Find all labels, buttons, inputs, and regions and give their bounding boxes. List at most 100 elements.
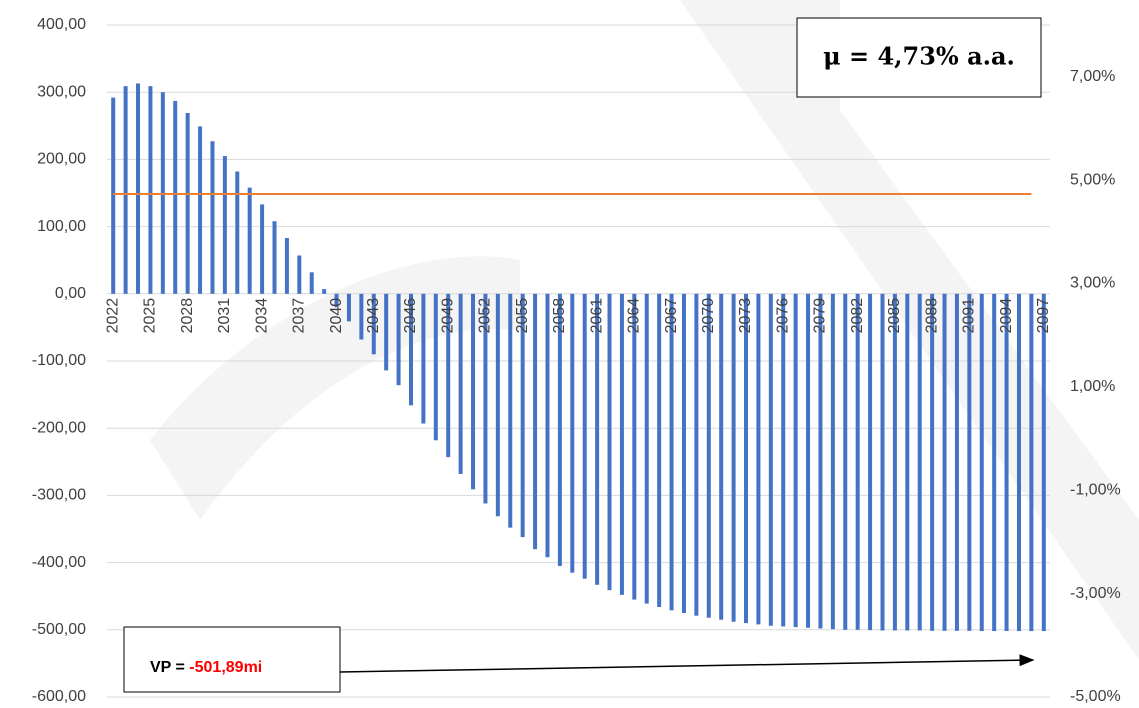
x-tick-label: 2064 [626, 298, 643, 334]
bar [669, 293, 674, 611]
bar [446, 293, 451, 458]
bar [607, 293, 612, 591]
x-tick-label: 2085 [886, 298, 903, 334]
bar [979, 293, 984, 632]
y-tick-label: -300,00 [32, 487, 86, 504]
x-tick-label: 2031 [216, 298, 233, 334]
bar [744, 293, 749, 624]
bar [818, 293, 823, 629]
mu-annotation: μ = 4,73% a.a. [823, 42, 1015, 71]
x-tick-label: 2073 [737, 298, 754, 334]
bar [582, 293, 587, 579]
annotation-box [123, 626, 341, 693]
bar [868, 293, 873, 631]
arrow [339, 654, 1035, 673]
bar [694, 293, 699, 616]
bar [384, 293, 389, 371]
y2-tick-label: 3,00% [1070, 275, 1115, 292]
bar [408, 293, 413, 406]
x-tick-label: 2094 [998, 298, 1015, 334]
bar [123, 86, 128, 294]
bar [992, 293, 997, 632]
annotation-box [796, 17, 1042, 98]
bar [396, 293, 401, 386]
y-tick-label: -500,00 [32, 621, 86, 638]
bar [942, 293, 947, 631]
y2-tick-label: -1,00% [1070, 481, 1121, 498]
bar [644, 293, 649, 604]
bar [830, 293, 835, 630]
bar [657, 293, 662, 607]
bar [793, 293, 798, 628]
bar [148, 86, 153, 294]
x-tick-label: 2022 [104, 298, 121, 334]
bar [371, 293, 376, 355]
y-tick-label: 200,00 [37, 151, 86, 168]
bar [160, 92, 165, 294]
bar [260, 204, 265, 294]
bar [632, 293, 637, 600]
bar [1041, 293, 1046, 632]
bar [570, 293, 575, 573]
x-tick-label: 2079 [812, 298, 829, 334]
x-tick-label: 2040 [328, 298, 345, 334]
bar [930, 293, 935, 631]
y-tick-label: -600,00 [32, 688, 86, 705]
y2-tick-label: -3,00% [1070, 585, 1121, 602]
bar [334, 293, 339, 308]
vp-value: -501,89mi [189, 659, 262, 676]
y2-tick-label: 7,00% [1070, 68, 1115, 85]
x-tick-label: 2061 [588, 298, 605, 334]
y2-tick-label: -5,00% [1070, 688, 1121, 705]
x-tick-label: 2058 [551, 298, 568, 334]
bar [297, 255, 302, 294]
bar [954, 293, 959, 631]
bar [471, 293, 476, 490]
bar [483, 293, 488, 504]
x-tick-label: 2046 [402, 298, 419, 334]
bar [222, 156, 227, 294]
bar [185, 113, 190, 294]
x-tick-label: 2055 [514, 298, 531, 334]
bar [768, 293, 773, 626]
bar [235, 171, 240, 294]
y2-tick-label: 5,00% [1070, 171, 1115, 188]
bar [309, 272, 314, 294]
x-tick-label: 2097 [1035, 298, 1052, 334]
x-tick-label: 2076 [774, 298, 791, 334]
bar [557, 293, 562, 566]
bar [1004, 293, 1009, 632]
bar [731, 293, 736, 622]
bar [855, 293, 860, 630]
bar [706, 293, 711, 618]
vp-annotation: VP = -501,89mi [150, 659, 262, 676]
bar [843, 293, 848, 630]
x-tick-label: 2082 [849, 298, 866, 334]
x-tick-label: 2037 [291, 298, 308, 334]
bar [1016, 293, 1021, 632]
x-tick-label: 2034 [253, 298, 270, 334]
bar [322, 289, 327, 294]
bar [967, 293, 972, 631]
bar [495, 293, 500, 517]
y-tick-label: 0,00 [55, 285, 86, 302]
bar [917, 293, 922, 631]
bar [421, 293, 426, 424]
bar [756, 293, 761, 625]
bar [533, 293, 538, 550]
bar [284, 238, 289, 294]
bar [458, 293, 463, 474]
y-tick-label: 100,00 [37, 218, 86, 235]
y2-tick-label: 1,00% [1070, 378, 1115, 395]
bar [520, 293, 525, 538]
bar [880, 293, 885, 631]
x-tick-label: 2043 [365, 298, 382, 334]
x-tick-label: 2052 [477, 298, 494, 334]
bar [719, 293, 724, 620]
y-tick-label: -400,00 [32, 554, 86, 571]
bar [111, 97, 116, 294]
bar [173, 100, 178, 294]
x-tick-label: 2049 [439, 298, 456, 334]
y-tick-label: -100,00 [32, 352, 86, 369]
